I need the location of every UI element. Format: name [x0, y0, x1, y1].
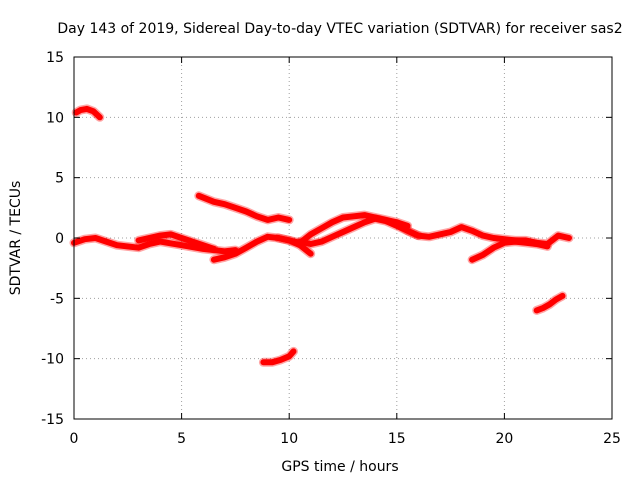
y-tick-label: 5 — [55, 171, 64, 187]
x-tick-label: 10 — [280, 431, 298, 447]
y-tick-label: -15 — [41, 412, 64, 428]
x-axis-label: GPS time / hours — [281, 459, 398, 475]
series-line-arc-11 — [533, 292, 566, 314]
series-line-arc-1 — [73, 105, 103, 121]
x-tick-label: 5 — [177, 431, 186, 447]
series-line-arc-3 — [135, 231, 217, 252]
series-line-arc-5 — [195, 192, 293, 223]
series-line-arc-10 — [469, 238, 551, 263]
series-halo-arc-11 — [532, 291, 567, 315]
y-tick-label: 0 — [55, 231, 64, 247]
series-halo-arc-10 — [467, 237, 552, 265]
x-tick-label: 15 — [388, 431, 406, 447]
y-tick-label: -10 — [41, 352, 64, 368]
chart-title: Day 143 of 2019, Sidereal Day-to-day VTE… — [57, 21, 622, 37]
x-tick-label: 0 — [70, 431, 79, 447]
y-tick-label: -5 — [50, 291, 64, 307]
x-tick-label: 20 — [495, 431, 513, 447]
series-halo-arc-1 — [71, 104, 105, 122]
series-halo-arc-5 — [194, 191, 294, 225]
y-tick-label: 15 — [46, 50, 64, 66]
y-tick-label: 10 — [46, 110, 64, 126]
series-group — [69, 104, 574, 367]
plot-frame — [73, 56, 613, 420]
x-tick-label: 25 — [603, 431, 621, 447]
series-line-arc-6 — [260, 348, 297, 366]
axis-ticks: 0 5 10 15 20 25 -15 -10 -5 0 5 10 15 — [41, 50, 621, 447]
series-halo-arc-6 — [258, 346, 298, 367]
y-axis-label: SDTVAR / TECUs — [8, 181, 24, 296]
series-halo-arc-3 — [134, 229, 219, 254]
